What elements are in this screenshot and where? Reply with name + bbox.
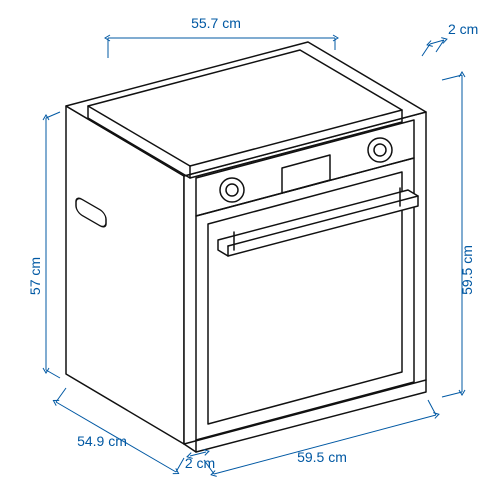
dim-left-height: 57 cm (27, 257, 43, 295)
knob-left (220, 178, 244, 202)
knob-right (368, 138, 392, 162)
dim-right-height: 59.5 cm (459, 245, 475, 295)
oven-dimension-diagram: 55.7 cm 2 cm 59.5 cm 57 cm 54.9 cm 2 cm … (0, 0, 500, 500)
dim-bottom-right: 59.5 cm (297, 449, 347, 465)
dim-top-width: 55.7 cm (191, 15, 241, 31)
dim-bottom-ctr: 2 cm (185, 455, 215, 471)
dim-top-right: 2 cm (448, 21, 478, 37)
oven-body (66, 42, 426, 452)
dim-bottom-left: 54.9 cm (77, 433, 127, 449)
